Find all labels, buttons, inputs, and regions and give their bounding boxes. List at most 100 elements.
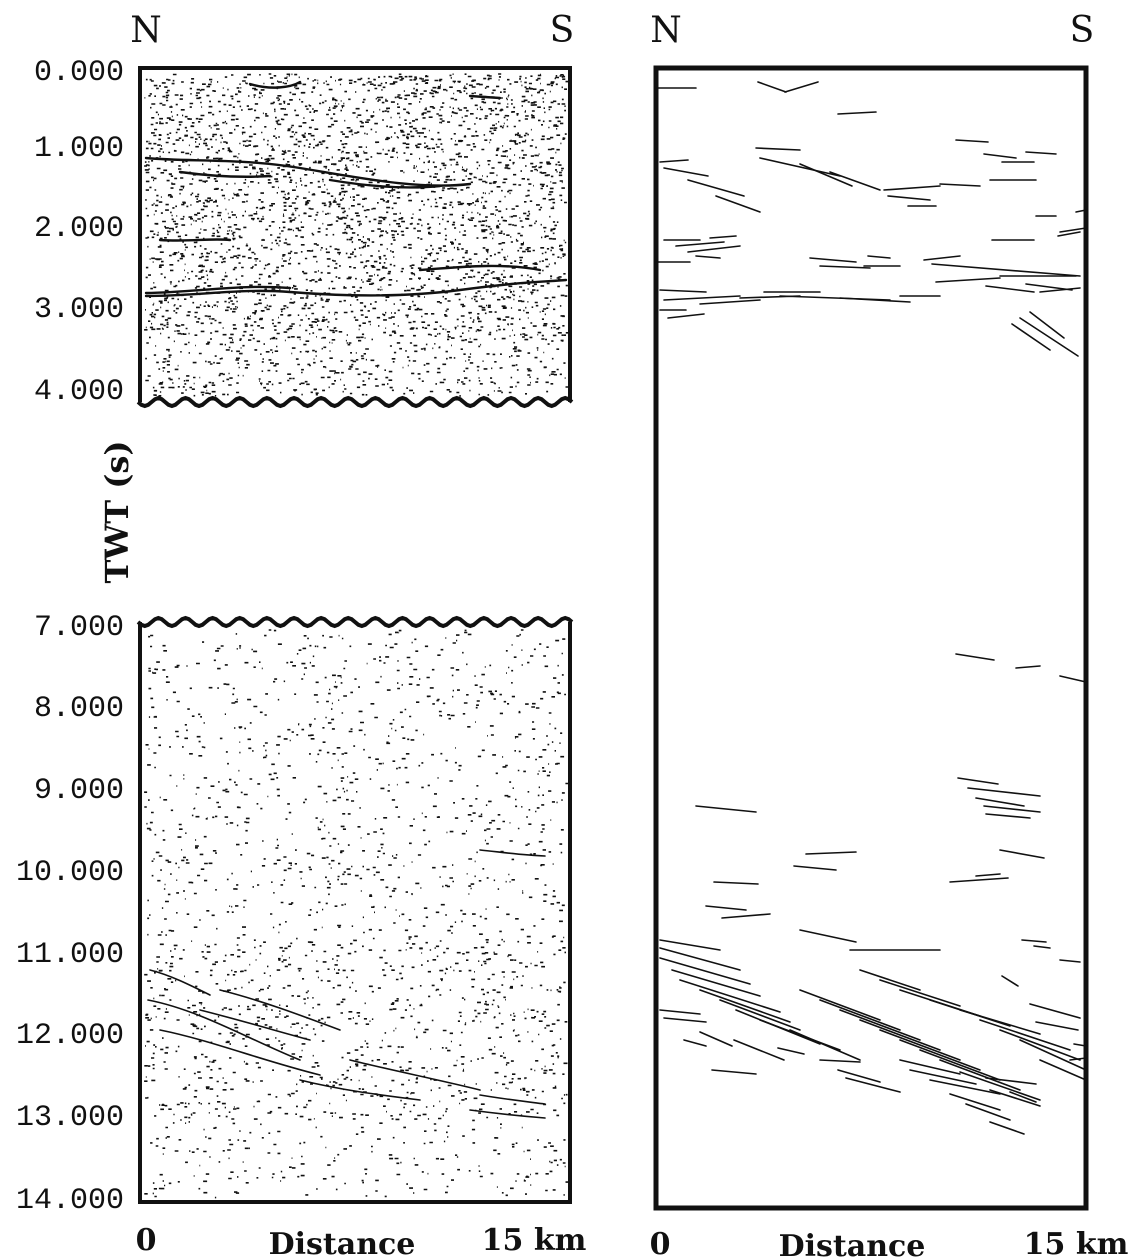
interpreted-reflector-line [659,289,707,293]
interpreted-reflector-line [983,805,1041,813]
interpreted-reflector-line [1021,939,1047,943]
reflector-event [144,278,568,298]
interpreted-reflector-line [721,913,771,919]
interpreted-reflector-line [699,989,791,1023]
interpreted-reflector-line [955,653,995,661]
x-end-label-left: 15 km [482,1223,587,1258]
interpreted-reflector-line [687,179,745,197]
interpreted-reflector-line [1033,945,1051,949]
interpreted-reflector-line [733,1039,785,1061]
interpreted-reflector-line [715,195,761,213]
interpreted-reflector-line [755,147,801,151]
interpreted-reflector-line [839,1009,921,1041]
interpreted-reflector-line [699,299,761,305]
interpreted-reflector-line [985,1077,1037,1085]
interpreted-reflector-line [939,1059,1021,1091]
interpreted-reflector-line [1015,665,1041,669]
upper-window-background [140,68,570,402]
interpreted-reflector-line [1001,975,1019,987]
upper-window-frame [138,66,572,402]
interpreted-reflector-line [711,1069,757,1075]
interpreted-reflector-line [931,263,1081,277]
interpreted-reflector-line [879,1029,961,1061]
reflector-event [144,285,292,295]
tick-label-0: 0.000 [34,56,124,90]
tick-label-10: 12.000 [16,1019,124,1053]
reflector-event [219,989,341,1031]
interpretation-frame [653,65,1089,1211]
interpreted-reflector-line [659,957,751,985]
tick-label-2: 2.000 [34,212,124,246]
interpreted-reflector-line [699,1031,733,1047]
interpreted-reflector-line [1075,209,1087,213]
lower-window-background [140,622,570,1202]
interpreted-reflector-line [659,159,689,163]
interpreted-reflector-line [899,1039,981,1071]
x-start-label-left: 0 [136,1223,157,1258]
north-label-right: N [650,10,682,51]
y-axis-title: TWT (s) [98,441,136,584]
interpreted-reflector-line [949,1093,1001,1111]
interpreted-reflector-line [1029,1003,1081,1019]
interpreted-reflector-line [1019,1039,1087,1071]
interpreted-reflector-line [959,1009,1041,1035]
seismic-section-panel: N S 0.000 1.000 2.000 3.000 4.000 7.000 … [16,10,587,1260]
interpreted-reflector-line [757,81,787,93]
reflector-event [479,849,546,857]
interpreted-reflector-line [675,241,725,247]
interpreted-reflector-line [965,1103,1011,1121]
south-label-right: S [1070,10,1095,51]
interpreted-reflector-line [819,999,901,1031]
interpreted-reflector-line [799,163,853,187]
interpreted-reflector-line [777,1047,805,1055]
interpreted-reflector-line [975,797,1025,807]
interpreted-reflector-line [923,255,961,261]
interpreted-reflector-line [799,929,857,943]
interpreted-reflector-line [1059,227,1087,233]
interpreted-reflector-line [909,1069,977,1085]
interpreted-reflector-line [1009,1091,1037,1103]
reflector-event [147,999,301,1061]
reflector-event [469,1109,546,1119]
x-start-label-right: 0 [650,1227,671,1260]
interpreted-reflector-line [819,1059,861,1063]
reflector-event [328,178,442,189]
interpreted-reflector-line [983,153,1017,159]
lower-window-break-line [136,615,574,629]
tick-label-12: 14.000 [16,1184,124,1218]
interpreted-reflector-line [999,1029,1081,1061]
interpreted-reflector-line [989,1121,1025,1135]
interpreted-reflector-line [935,277,1001,283]
interpreted-reflector-line [719,999,801,1031]
reflector-event [468,94,502,100]
reflector-event [149,969,211,996]
interpreted-reflector-line [799,989,881,1021]
interpreted-reflector-line [867,255,891,259]
interpreted-reflector-line [1019,317,1079,357]
lower-noise-field [144,629,570,1199]
interpreted-reflector-line [663,295,741,301]
interpreted-reflector-line [1069,1057,1087,1061]
reflector-event [158,238,232,242]
twt-tick-labels: 0.000 1.000 2.000 3.000 4.000 7.000 8.00… [16,56,124,1218]
x-axis-title-right: Distance [779,1229,926,1260]
reflector-event [349,1059,481,1091]
interpreted-reflector-line [955,139,989,143]
upper-reflector-events [144,80,568,298]
interpreted-reflector-line [967,787,1041,797]
interpreted-reflector-line [979,1019,1071,1051]
tick-label-7: 9.000 [34,774,124,808]
interpreted-reflector-line [789,1029,861,1061]
reflector-event [144,156,472,187]
interpreted-reflector-line [845,1077,901,1093]
interpreted-reflector-line [759,157,841,177]
tick-label-3: 3.000 [34,293,124,327]
interpreted-reflector-line [705,905,747,911]
upper-noise-speckle [144,73,570,397]
interpreted-reflector-line [695,255,721,259]
interpreted-reflector-line [949,877,1009,883]
interpreted-reflector-line [837,1069,881,1083]
interpreted-reflector-line [837,111,877,115]
tick-label-9: 11.000 [16,938,124,972]
